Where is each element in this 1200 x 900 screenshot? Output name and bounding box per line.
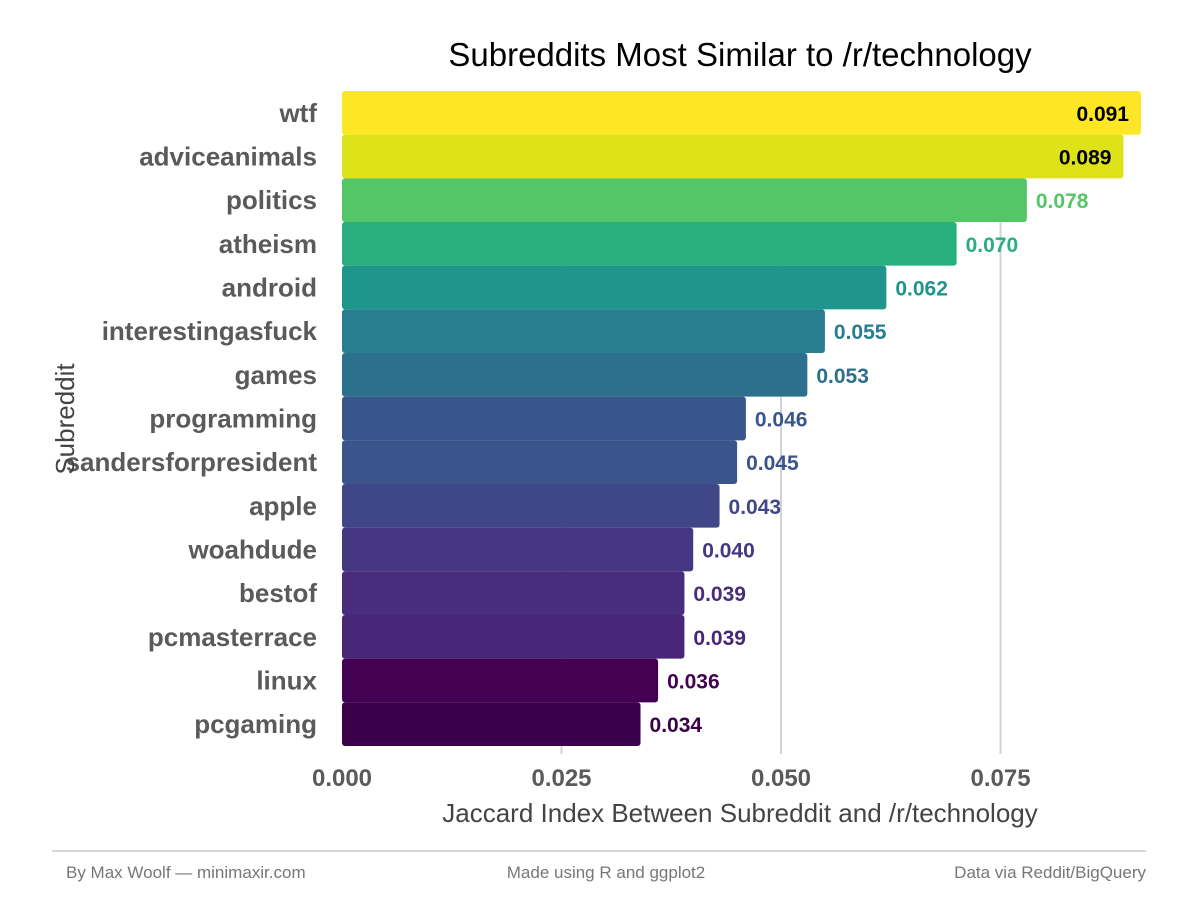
x-tick-label: 0.025 xyxy=(531,765,591,792)
footer-tool: Made using R and ggplot2 xyxy=(507,863,705,882)
category-label: woahdude xyxy=(187,535,317,565)
category-label: wtf xyxy=(278,98,317,128)
value-label: 0.089 xyxy=(1059,147,1112,170)
bar-programming xyxy=(342,396,746,441)
category-label: pcmasterrace xyxy=(148,622,317,652)
bar-sandersforpresident xyxy=(342,440,738,484)
bar-wtf xyxy=(342,91,1141,135)
bar-pcmasterrace xyxy=(342,615,685,659)
chart-title: Subreddits Most Similar to /r/technology xyxy=(448,36,1032,73)
value-label: 0.045 xyxy=(746,452,799,475)
category-label: games xyxy=(235,360,317,390)
category-label: atheism xyxy=(219,229,317,259)
value-label: 0.070 xyxy=(966,234,1019,257)
x-axis-ticks: 0.000 0.025 0.050 0.075 xyxy=(312,765,1031,792)
value-label: 0.036 xyxy=(667,671,720,694)
value-label: 0.046 xyxy=(755,409,808,432)
value-label: 0.053 xyxy=(816,365,869,388)
x-axis-title: Jaccard Index Between Subreddit and /r/t… xyxy=(442,798,1038,828)
x-tick-label: 0.075 xyxy=(970,765,1030,792)
x-tick-label: 0.050 xyxy=(751,765,811,792)
value-labels: 0.091 0.089 0.078 0.070 0.062 0.055 0.053 0.046… xyxy=(650,103,1130,737)
footer-author: By Max Woolf — minimaxir.com xyxy=(66,863,306,882)
value-label: 0.040 xyxy=(702,540,755,563)
bar-politics xyxy=(342,178,1027,222)
value-label: 0.034 xyxy=(650,714,703,737)
bar-android xyxy=(342,265,887,310)
category-label: linux xyxy=(256,666,317,696)
y-axis-title: Subreddit xyxy=(50,363,80,475)
category-label: pcgaming xyxy=(194,709,317,739)
bar-interestingasfuck xyxy=(342,309,825,353)
value-label: 0.043 xyxy=(729,496,782,519)
bars xyxy=(342,91,1141,746)
value-label: 0.062 xyxy=(895,278,948,301)
category-label: sandersforpresident xyxy=(66,447,318,477)
category-label: adviceanimals xyxy=(139,142,317,172)
bar-adviceanimals xyxy=(342,134,1124,179)
category-label: interestingasfuck xyxy=(102,316,318,346)
value-label: 0.055 xyxy=(834,321,887,344)
bar-bestof xyxy=(342,571,685,615)
value-label: 0.078 xyxy=(1036,190,1089,213)
category-labels: wtf adviceanimals politics atheism android in… xyxy=(66,98,318,739)
category-label: politics xyxy=(226,185,317,215)
bar-games xyxy=(342,353,808,397)
bar-linux xyxy=(342,658,659,703)
value-label: 0.039 xyxy=(693,583,746,606)
footer-source: Data via Reddit/BigQuery xyxy=(954,863,1146,882)
category-label: programming xyxy=(149,404,317,434)
value-label: 0.039 xyxy=(693,627,746,650)
value-label: 0.091 xyxy=(1076,103,1129,126)
bar-atheism xyxy=(342,222,957,266)
bar-woahdude xyxy=(342,527,694,572)
category-label: android xyxy=(222,273,317,303)
bar-apple xyxy=(342,484,720,528)
x-tick-label: 0.000 xyxy=(312,765,372,792)
category-label: bestof xyxy=(239,578,317,608)
category-label: apple xyxy=(249,491,317,521)
bar-pcgaming xyxy=(342,702,641,746)
